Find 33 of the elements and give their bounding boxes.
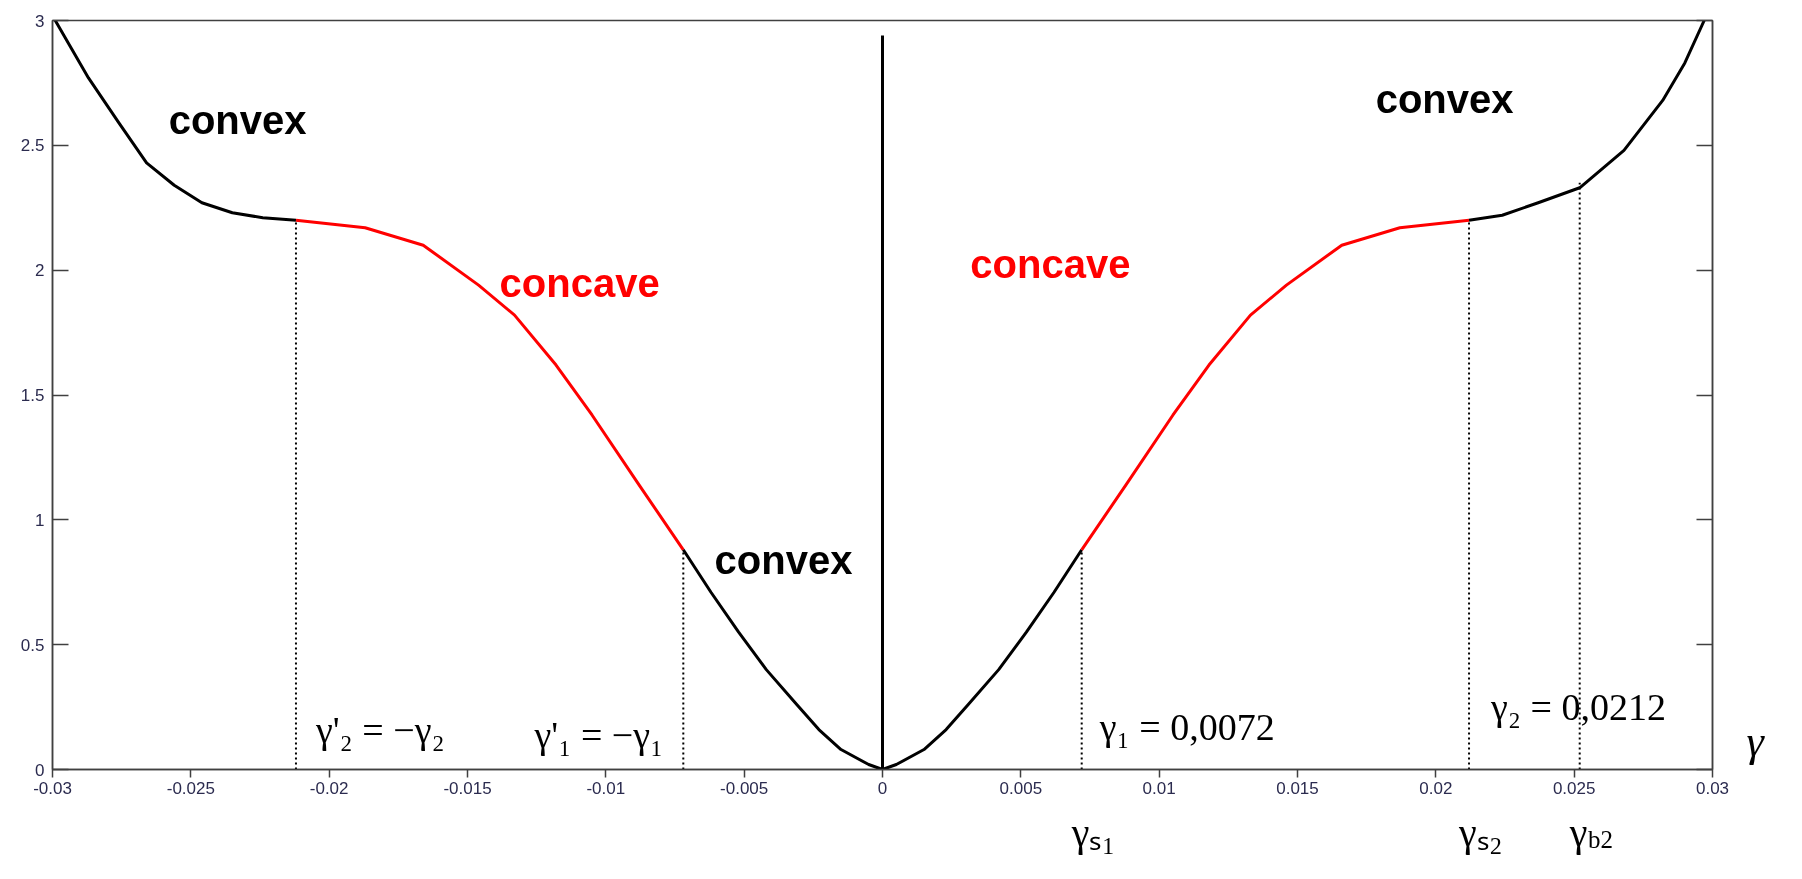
- annotation: γb2: [1568, 809, 1614, 855]
- x-tick-label: -0.02: [309, 778, 349, 798]
- annotation: γₛ₂: [1458, 809, 1503, 855]
- x-tick-label: 0.005: [999, 778, 1043, 798]
- y-tick-label: 0.5: [20, 635, 45, 655]
- y-tick-label: 3: [35, 11, 45, 31]
- y-tick-label: 1.5: [20, 386, 45, 405]
- series-label: convex: [714, 537, 853, 582]
- x-tick-label: -0.005: [720, 778, 769, 798]
- x-tick-label: 0.015: [1276, 778, 1319, 798]
- text: convex: [1375, 76, 1514, 121]
- annotation: γₛ₁: [1070, 809, 1116, 855]
- x-tick-label: 0.02: [1419, 778, 1453, 798]
- y-tick-label: 2.5: [20, 136, 45, 156]
- x-tick-label: 0.025: [1552, 778, 1596, 798]
- x-tick-label: 0: [877, 778, 888, 798]
- y-tick-label: 0: [35, 760, 45, 780]
- y-tick-label: 2: [35, 261, 45, 281]
- y-tick-label: 1: [35, 510, 45, 530]
- series-label: concave: [499, 261, 660, 306]
- text: concave: [970, 242, 1131, 287]
- x-axis-title: γ: [1746, 716, 1766, 766]
- x-tick-label: 0.01: [1142, 778, 1176, 798]
- annotation: γ'₁ = −γ₁: [533, 713, 664, 756]
- annotation: γ₂ = 0,0212: [1490, 686, 1667, 729]
- x-tick-label: -0.01: [586, 778, 626, 798]
- series-label: convex: [168, 98, 307, 143]
- x-tick-label: -0.03: [33, 778, 72, 798]
- x-tick-label: -0.015: [443, 778, 492, 798]
- annotation: γ₁ = 0,0072: [1098, 706, 1275, 749]
- x-tick-label: -0.025: [166, 778, 215, 798]
- annotation: γ'₂ = −γ₂: [314, 708, 445, 751]
- x-tick-label: 0.03: [1695, 778, 1730, 798]
